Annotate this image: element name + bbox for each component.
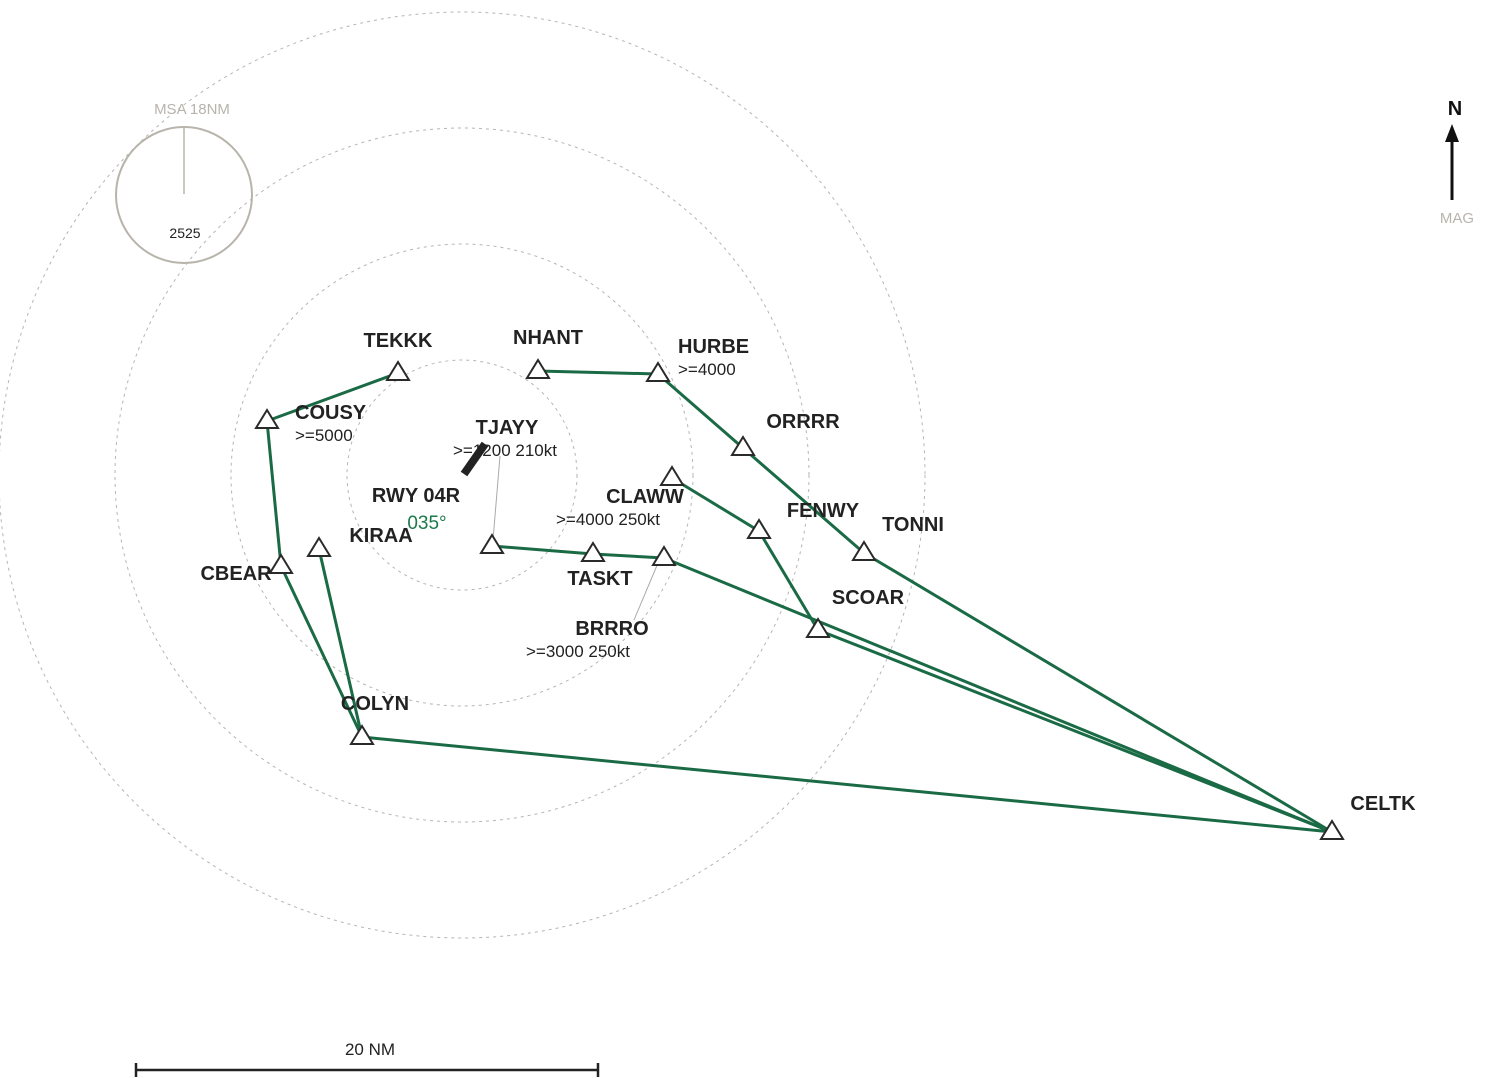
fix-kiraa-label: KIRAA: [349, 525, 412, 547]
msa-altitude: 2525: [169, 225, 200, 241]
route-leg-tjayy-celtk: [491, 544, 1333, 834]
msa-label: MSA 18NM: [154, 101, 230, 118]
fix-tjayy-icon[interactable]: [479, 533, 505, 554]
fix-tjayy-constraint: >=1200 210kt: [453, 441, 557, 460]
fix-taskt-icon[interactable]: [580, 541, 606, 562]
north-label: N: [1448, 98, 1462, 120]
runway-04r-icon: [460, 441, 489, 477]
runway: RWY 04R 035°: [372, 441, 489, 534]
route-leg-claww-celtk: [671, 476, 1333, 834]
tjayy-leader-line: [492, 455, 501, 541]
fix-scoar-icon[interactable]: [805, 617, 831, 638]
route-leg-tekkk-celtk: [265, 371, 1333, 834]
msa-circle: MSA 18NM 2525: [115, 101, 253, 264]
fix-claww-icon[interactable]: [659, 465, 685, 486]
fix-cousy-icon[interactable]: [254, 408, 280, 429]
range-rings: [0, 11, 926, 939]
fix-tekkk-label: TEKKK: [364, 330, 433, 352]
fix-kiraa-icon[interactable]: [306, 536, 332, 557]
fix-fenwy-icon[interactable]: [746, 518, 772, 539]
fix-taskt-label: TASKT: [567, 568, 632, 590]
scale-bar-label: 20 NM: [345, 1040, 395, 1059]
fix-brrro-label: BRRRO: [575, 618, 648, 640]
route-leg-nhant-celtk: [537, 369, 1333, 834]
fix-tonni-icon[interactable]: [851, 540, 877, 561]
brrro-leader-line: [633, 562, 659, 621]
fix-colyn-label: COLYN: [341, 693, 409, 715]
fix-hurbe-constraint: >=4000: [678, 360, 736, 379]
range-ring-1: [346, 359, 578, 591]
fix-scoar-label: SCOAR: [832, 587, 905, 609]
fix-tjayy-label: TJAYY: [476, 417, 539, 439]
fix-fenwy-label: FENWY: [787, 500, 860, 522]
fix-claww-label: CLAWW: [606, 486, 684, 508]
fix-brrro-constraint: >=3000 250kt: [526, 642, 630, 661]
fix-orrrr-label: ORRRR: [766, 411, 840, 433]
range-ring-2: [230, 243, 694, 707]
fix-brrro-icon[interactable]: [651, 545, 677, 566]
fix-markers: [254, 358, 1345, 840]
fix-claww-constraint: >=4000 250kt: [556, 510, 660, 529]
fix-tonni-label: TONNI: [882, 514, 944, 536]
north-arrow: N MAG: [1440, 98, 1474, 227]
range-ring-4: [0, 11, 926, 939]
north-arrow-head-icon: [1445, 124, 1459, 142]
fix-celtk-icon[interactable]: [1319, 819, 1345, 840]
route-legs: [265, 369, 1333, 834]
fix-hurbe-label: HURBE: [678, 336, 749, 358]
route-leg-kiraa-colyn: [317, 548, 364, 738]
fix-nhant-icon[interactable]: [525, 358, 551, 379]
scale-bar: 20 NM: [134, 1040, 600, 1077]
fix-nhant-label: NHANT: [513, 327, 583, 349]
fix-cousy-label: COUSY: [295, 402, 367, 424]
fix-tekkk-icon[interactable]: [385, 360, 411, 381]
magnetic-reference-label: MAG: [1440, 210, 1474, 227]
fix-hurbe-icon[interactable]: [645, 361, 671, 382]
fix-cousy-constraint: >=5000: [295, 426, 353, 445]
fix-celtk-label: CELTK: [1350, 793, 1416, 815]
fix-labels: TEKKK NHANT HURBE >=4000 COUSY >=5000 TJ…: [200, 327, 1416, 815]
runway-label: RWY 04R: [372, 485, 461, 507]
fix-colyn-icon[interactable]: [349, 724, 375, 745]
fix-orrrr-icon[interactable]: [730, 435, 756, 456]
fix-cbear-icon[interactable]: [268, 553, 294, 574]
fix-cbear-label: CBEAR: [200, 563, 272, 585]
range-ring-3: [114, 127, 810, 823]
runway-heading: 035°: [407, 513, 446, 534]
